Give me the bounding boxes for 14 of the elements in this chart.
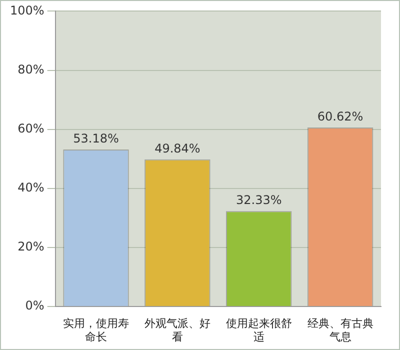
y-tick-label: 40% [18,180,44,195]
x-tick-label: 实用，使用寿命长 [63,317,130,344]
x-tick-label: 使用起来很舒适 [226,317,292,344]
y-tick-label: 80% [18,62,44,76]
data-label: 60.62% [317,110,364,124]
y-tick-label: 60% [18,121,44,136]
x-tick-label: 经典、有古典气息 [307,317,374,344]
y-tick-label: 20% [18,240,44,254]
data-label: 53.18% [73,132,119,146]
data-label: 32.33% [236,193,282,208]
data-label: 49.84% [154,142,200,156]
y-tick-label: 0% [25,298,44,313]
x-tick-label: 外观气派、好看 [144,317,210,344]
y-tick-label: 100% [10,3,44,18]
